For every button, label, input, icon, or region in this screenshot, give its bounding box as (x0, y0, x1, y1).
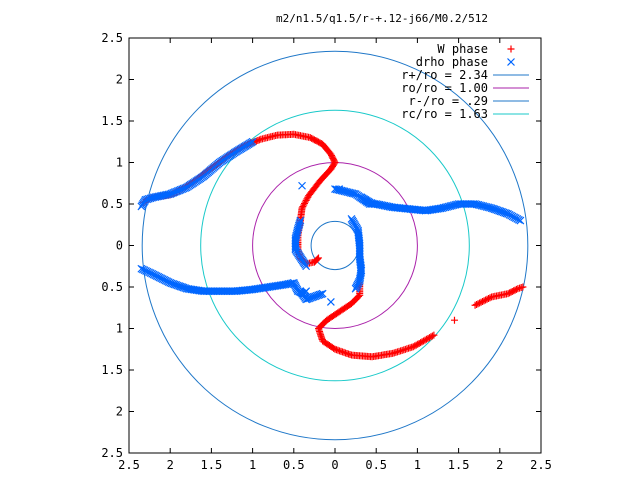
data-point (304, 193, 312, 201)
data-point (450, 316, 458, 324)
data-points (137, 130, 527, 361)
data-point (291, 244, 300, 253)
data-point (483, 295, 491, 303)
data-point (477, 298, 485, 306)
data-point (368, 199, 377, 208)
data-point (418, 338, 426, 346)
data-point (411, 342, 419, 350)
data-point (519, 283, 527, 291)
x-tick-label: 0.5 (283, 458, 305, 472)
data-point (351, 284, 360, 293)
data-point (482, 296, 490, 304)
data-point (298, 181, 306, 190)
reference-circle (310, 220, 360, 271)
data-point (423, 335, 431, 343)
data-point (480, 297, 488, 305)
plot-area: 2.5 2 1.5 1 0.5 0 0.5 1 1.5 2 2.52.521.510.500.511… (101, 31, 552, 472)
data-point (420, 337, 428, 345)
series-drho-phase (137, 137, 525, 306)
x-tick-label: 0.5 (365, 458, 387, 472)
data-point (255, 136, 263, 144)
x-tick-label: 2 (167, 458, 174, 472)
data-point (370, 200, 379, 208)
data-point (318, 289, 327, 298)
legend-label: rc/ro = 1.63 (401, 107, 488, 121)
y-tick-label: 2.5 (101, 446, 123, 460)
x-tick-label: 1.5 (201, 458, 223, 472)
data-point (326, 298, 335, 306)
data-point (302, 262, 311, 271)
axis-ticks: 2.5 2 1.5 1 0.5 0 0.5 1 1.5 2 2.52.521.510.500.511… (101, 31, 552, 472)
data-point (414, 340, 422, 348)
data-point (425, 334, 433, 342)
data-point (302, 196, 310, 204)
y-tick-label: 0.5 (101, 280, 123, 294)
data-point (305, 192, 313, 200)
data-point (409, 343, 417, 351)
data-point (424, 334, 432, 342)
data-point (485, 294, 493, 302)
data-point (299, 203, 307, 211)
legend-label: drho phase (416, 55, 488, 69)
series-w-phase (140, 130, 527, 361)
data-point (254, 136, 262, 144)
y-tick-label: 0.5 (101, 197, 123, 211)
y-tick-label: 1 (116, 322, 123, 336)
x-tick-label: 1 (414, 458, 421, 472)
y-tick-label: 1 (116, 156, 123, 170)
data-point (471, 301, 479, 309)
data-point (248, 137, 257, 146)
reference-circle (200, 109, 470, 382)
reference-circles (141, 50, 529, 441)
data-point (474, 300, 482, 308)
y-tick-label: 2 (116, 73, 123, 87)
data-point (301, 199, 309, 207)
y-tick-label: 0 (116, 239, 123, 253)
data-point (302, 287, 311, 296)
x-tick-label: 2 (496, 458, 503, 472)
chart-title: m2/n1.5/q1.5/r-+.12-j66/M0.2/512 (276, 12, 488, 25)
data-point (476, 299, 484, 307)
x-tick-label: 1 (249, 458, 256, 472)
data-point (427, 333, 435, 341)
data-point (428, 332, 436, 340)
data-point (300, 201, 308, 209)
legend-marker (507, 58, 515, 66)
legend-label: r-/ro = .29 (409, 94, 488, 108)
legend-label: r+/ro = 2.34 (401, 68, 488, 82)
data-point (317, 290, 326, 299)
y-tick-label: 2.5 (101, 31, 123, 45)
y-tick-label: 1.5 (101, 114, 123, 128)
data-point (313, 255, 321, 263)
y-tick-label: 2 (116, 405, 123, 419)
data-point (421, 336, 429, 344)
legend-marker (507, 45, 515, 53)
legend-label: ro/ro = 1.00 (401, 81, 488, 95)
data-point (479, 297, 487, 305)
data-point (415, 339, 423, 347)
data-point (301, 198, 309, 206)
data-point (335, 185, 344, 193)
reference-circle (141, 50, 529, 441)
data-point (412, 341, 420, 349)
data-point (513, 285, 521, 293)
x-tick-label: 2.5 (530, 458, 552, 472)
data-point (315, 254, 323, 262)
x-tick-label: 1.5 (448, 458, 470, 472)
data-point (516, 216, 525, 225)
y-tick-label: 1.5 (101, 363, 123, 377)
data-point (486, 294, 494, 302)
data-point (303, 195, 311, 203)
data-point (417, 339, 425, 347)
legend-label: W phase (437, 42, 488, 56)
x-tick-label: 0 (331, 458, 338, 472)
data-point (430, 331, 438, 339)
data-point (473, 301, 481, 309)
x-tick-label: 2.5 (118, 458, 140, 472)
